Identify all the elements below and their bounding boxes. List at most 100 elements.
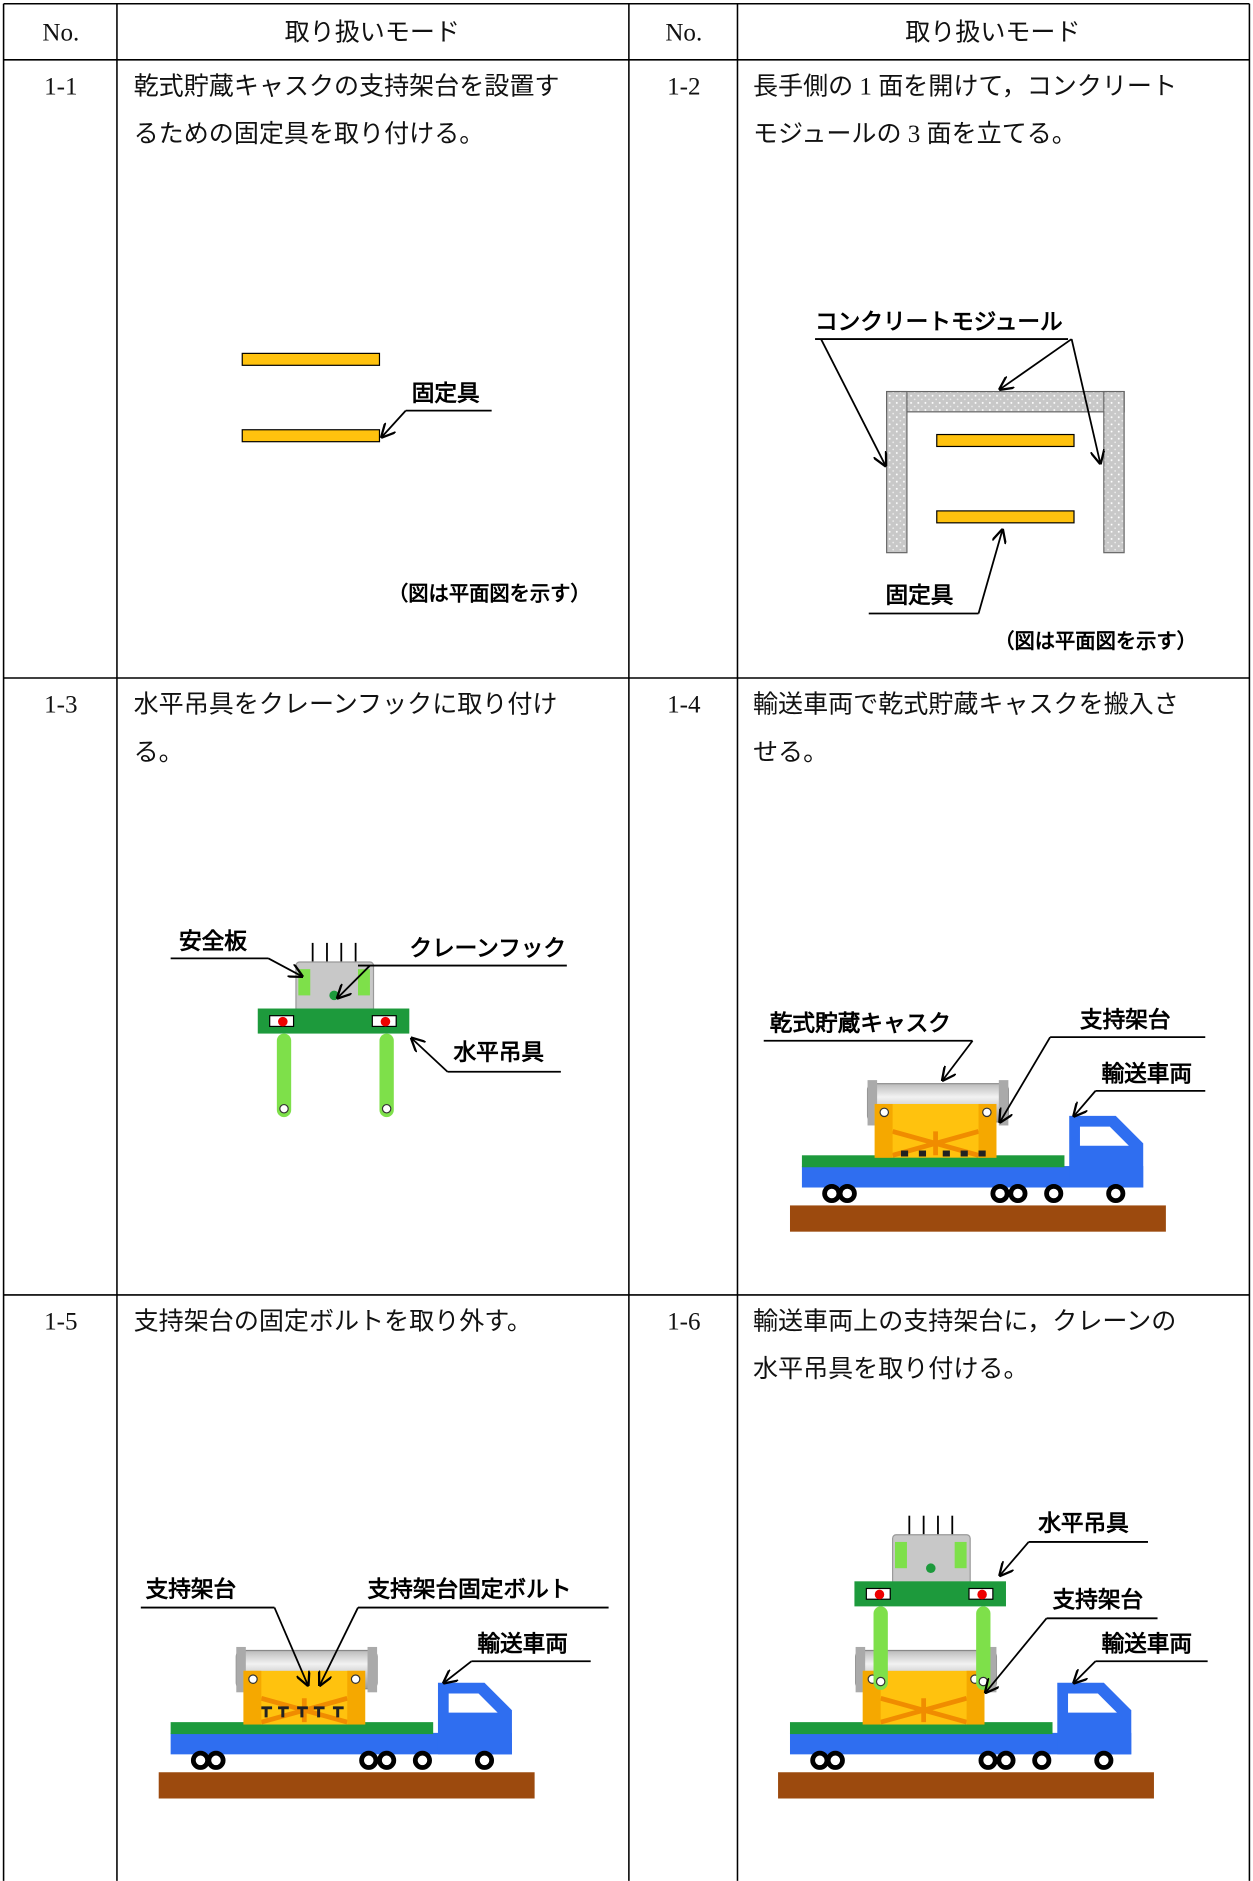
row-number: 1-4 <box>667 692 701 719</box>
leader <box>1074 1660 1097 1682</box>
cask-end <box>867 1080 878 1126</box>
ground <box>158 1772 535 1799</box>
bolt <box>297 1706 308 1718</box>
mode-text: 輸送車両で乾式貯蔵キャスクを搬入さ <box>753 691 1179 719</box>
bolt <box>960 1150 968 1157</box>
deck <box>789 1722 1053 1735</box>
leader <box>1074 1090 1097 1116</box>
pin <box>879 1107 890 1118</box>
wheel <box>996 1750 1016 1770</box>
cab-window <box>1079 1126 1129 1146</box>
fixture <box>936 433 1075 448</box>
mode-text: る。 <box>134 739 184 766</box>
red-pin <box>278 1016 288 1027</box>
leader <box>1000 1036 1051 1122</box>
safety-plate <box>298 969 311 996</box>
concrete-module <box>1103 390 1125 554</box>
wheel <box>825 1750 845 1770</box>
bolt <box>978 1150 986 1157</box>
wheel <box>412 1750 432 1770</box>
leader <box>977 530 1003 614</box>
figure-label: 輸送車両 <box>1101 1060 1192 1087</box>
pin <box>982 1107 992 1118</box>
figure-label: 水平吊具 <box>1037 1511 1129 1537</box>
wheel <box>822 1183 842 1204</box>
arm <box>976 1606 991 1690</box>
leader <box>412 1038 449 1073</box>
leader <box>268 957 302 976</box>
figure <box>241 352 381 443</box>
frame-leg <box>347 1670 366 1725</box>
red-pin <box>874 1589 885 1600</box>
cask-end <box>855 1646 866 1693</box>
wheel <box>837 1183 857 1204</box>
red-pin <box>977 1589 987 1600</box>
wheel <box>990 1183 1010 1204</box>
figure-label: 支持架台 <box>1080 1007 1171 1034</box>
fixture <box>241 352 381 366</box>
bolt <box>942 1150 950 1157</box>
hook-pin <box>329 990 339 1001</box>
leader <box>273 1607 307 1686</box>
header-mode: 取り扱いモード <box>285 19 460 47</box>
leader <box>382 410 407 437</box>
wheel <box>1032 1750 1052 1770</box>
red-pin <box>380 1016 391 1027</box>
figure <box>257 942 410 1118</box>
bolt <box>900 1150 909 1157</box>
arm-hole <box>875 1676 886 1687</box>
mode-text: せる。 <box>753 739 828 766</box>
mode-text: 支持架台の固定ボルトを取り外す。 <box>134 1308 532 1336</box>
deck <box>801 1155 1065 1168</box>
figure-label: 輸送車両 <box>1101 1631 1192 1658</box>
cask-end <box>998 1080 1009 1126</box>
mode-text: 長手側の 1 面を開けて，コンクリート <box>753 72 1177 100</box>
safety-plate <box>358 969 370 996</box>
ground <box>778 1772 1154 1799</box>
figure-label: 乾式貯蔵キャスク <box>770 1010 951 1037</box>
frame-leg <box>978 1103 997 1158</box>
bolt <box>278 1706 289 1718</box>
leader <box>444 1660 472 1682</box>
wheel <box>359 1750 379 1770</box>
wheel <box>190 1750 211 1770</box>
wheel <box>206 1750 226 1770</box>
bolt <box>918 1150 927 1157</box>
wheel <box>1008 1183 1028 1204</box>
wheel <box>1094 1750 1114 1770</box>
figure <box>886 390 1125 554</box>
figure-label: 支持架台 <box>1053 1587 1144 1614</box>
bolt <box>332 1706 344 1718</box>
leader <box>1070 338 1101 463</box>
row-number: 1-5 <box>44 1309 77 1336</box>
chassis <box>801 1166 1144 1188</box>
mode-text: モジュールの 3 面を立てる。 <box>753 120 1077 148</box>
row-number: 1-2 <box>667 73 700 100</box>
row-number: 1-3 <box>44 692 77 719</box>
cab-window <box>448 1693 498 1713</box>
pin <box>350 1674 361 1684</box>
ground <box>789 1205 1166 1232</box>
leader <box>320 1607 359 1686</box>
frame-leg <box>874 1103 893 1158</box>
deck <box>170 1722 434 1735</box>
leader <box>986 1617 1048 1692</box>
pin <box>248 1674 258 1684</box>
figure-label: コンクリートモジュール <box>815 310 1063 336</box>
mode-text: 輸送車両上の支持架台に，クレーンの <box>753 1308 1176 1336</box>
wheel <box>810 1750 830 1770</box>
cab-window <box>1068 1693 1117 1713</box>
figure-label: 固定具 <box>885 583 953 609</box>
figure-group <box>778 1646 1154 1799</box>
cask-end <box>236 1646 246 1693</box>
frame-brace <box>880 1695 968 1725</box>
header-no: No. <box>665 20 702 47</box>
figure-note: （図は平面図を示す） <box>388 581 591 605</box>
frame-brace <box>260 1695 348 1725</box>
arm-hole <box>279 1103 289 1114</box>
chassis <box>789 1732 1132 1755</box>
figure-label: クレーンフック <box>409 936 566 962</box>
arm <box>276 1033 292 1118</box>
mode-text: るための固定具を取り付ける。 <box>134 120 485 148</box>
